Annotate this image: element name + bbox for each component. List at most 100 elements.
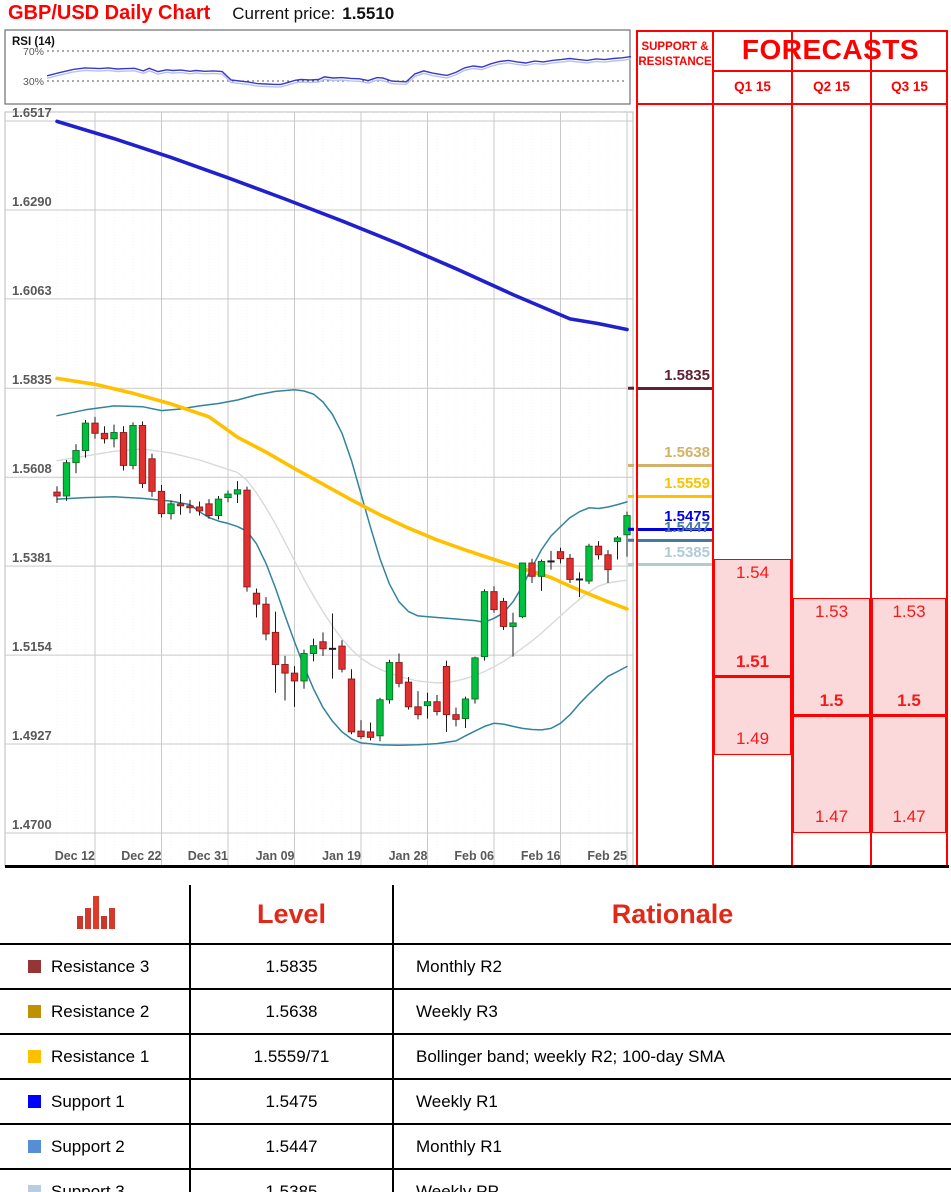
rsi-label: RSI (14) — [12, 36, 55, 48]
x-axis-label: Dec 12 — [55, 849, 95, 863]
candle — [53, 486, 61, 504]
candle — [119, 426, 128, 471]
support-resistance-header: SUPPORT & RESISTANCE — [638, 41, 712, 68]
candle — [537, 559, 546, 591]
candle — [91, 416, 99, 439]
candle — [300, 649, 308, 689]
candle — [385, 659, 394, 704]
y-axis-label: 1.6290 — [12, 194, 52, 209]
rsi-lower-threshold-label: 30% — [23, 76, 44, 88]
candle — [186, 499, 194, 514]
levels-table-row: Resistance 3 1.5835 Monthly R2 — [0, 943, 951, 989]
divider — [636, 30, 948, 32]
candle — [604, 550, 612, 583]
page-title: GBP/USD Daily Chart — [8, 2, 211, 24]
candle — [404, 677, 413, 710]
support-resistance-label: 1.5638 — [664, 444, 710, 462]
candle — [499, 597, 508, 631]
support-resistance-line — [638, 538, 712, 542]
support-resistance-line — [638, 386, 712, 390]
candle — [281, 655, 289, 701]
y-axis-label: 1.4700 — [12, 817, 52, 832]
page-header: GBP/USD Daily Chart Current price: 1.551… — [8, 2, 394, 25]
x-axis-label: Feb 16 — [521, 849, 561, 863]
forecast-high-label: 1.53 — [892, 601, 926, 621]
candle — [328, 613, 337, 679]
level-name: Support 2 — [51, 1136, 125, 1156]
candle — [556, 547, 565, 564]
level-edge-tick — [628, 463, 634, 467]
candle — [252, 588, 261, 618]
candle — [461, 696, 470, 728]
candle — [290, 666, 299, 707]
candle — [490, 586, 498, 613]
level-color-swatch — [28, 1095, 41, 1108]
level-name: Resistance 2 — [51, 1001, 150, 1021]
candle — [357, 720, 365, 739]
candle — [148, 453, 156, 497]
forecast-col-q3-label: Q3 15 — [891, 79, 928, 94]
level-rationale: Weekly PP — [393, 1168, 951, 1192]
level-value: 1.5447 — [190, 1123, 394, 1169]
candle — [623, 511, 631, 557]
forecast-range-box — [714, 558, 791, 755]
level-color-swatch — [28, 960, 41, 973]
candle — [442, 660, 451, 732]
support-resistance-line — [638, 463, 712, 467]
rsi-shadow-line — [46, 58, 632, 88]
y-axis-label: 1.4927 — [12, 728, 52, 743]
level-color-swatch — [28, 1185, 41, 1192]
divider — [791, 30, 793, 866]
level-edge-tick — [628, 494, 634, 498]
support-resistance-line — [638, 527, 712, 531]
right-panel: SUPPORT & RESISTANCE FORECASTS Q1 15 Q2 … — [636, 30, 948, 866]
divider — [636, 30, 638, 866]
candle — [243, 486, 251, 592]
forecast-mid-label: 1.5 — [897, 691, 921, 711]
candle — [452, 707, 460, 727]
rationale-column-header: Rationale — [611, 898, 734, 929]
candle — [138, 421, 147, 489]
x-axis-label: Jan 28 — [389, 849, 428, 863]
level-value: 1.5638 — [190, 988, 394, 1034]
candle — [233, 481, 242, 504]
candle — [205, 499, 213, 519]
candle — [366, 722, 375, 741]
candle — [414, 691, 422, 720]
price-chart: RSI (14)70%30%1.65171.62901.60631.58351.… — [4, 29, 634, 867]
chart-grid: 1.6517 1.6290 1.6063 1.5835 1.5608 1.5381 1.51… — [4, 105, 634, 867]
candle — [528, 558, 536, 583]
candle — [575, 572, 584, 598]
candle — [262, 597, 270, 641]
level-value: 1.5475 — [190, 1078, 394, 1124]
candle — [176, 494, 185, 515]
x-axis-label: Feb 06 — [454, 849, 494, 863]
forecast-col-q1-label: Q1 15 — [734, 79, 771, 94]
level-color-swatch — [28, 1050, 41, 1063]
bar-chart-icon — [76, 895, 115, 929]
rsi-panel: RSI (14)70% 30% — [4, 29, 632, 105]
x-axis-label: Jan 19 — [322, 849, 361, 863]
candle — [195, 501, 204, 516]
x-axis-label: Feb 25 — [587, 849, 627, 863]
candle — [585, 543, 593, 585]
level-color-swatch — [28, 1140, 41, 1153]
candle — [433, 695, 441, 716]
divider — [636, 103, 948, 105]
level-edge-tick — [628, 386, 634, 390]
candle — [271, 611, 280, 693]
support-resistance-label: 1.5385 — [664, 543, 710, 561]
level-name: Resistance 3 — [51, 956, 150, 976]
levels-table-icon-cell — [0, 885, 191, 944]
candle — [594, 541, 603, 560]
forecasts-title: FORECASTS — [741, 34, 920, 65]
x-axis-label: Dec 31 — [188, 849, 228, 863]
candle — [347, 669, 356, 735]
candle — [376, 697, 384, 742]
level-name: Support 1 — [51, 1091, 125, 1111]
level-rationale: Bollinger band; weekly R2; 100-day SMA — [393, 1033, 951, 1079]
levels-table-row: Resistance 2 1.5638 Weekly R3 — [0, 988, 951, 1034]
divider — [870, 30, 872, 866]
current-price-value: 1.5510 — [342, 4, 395, 23]
